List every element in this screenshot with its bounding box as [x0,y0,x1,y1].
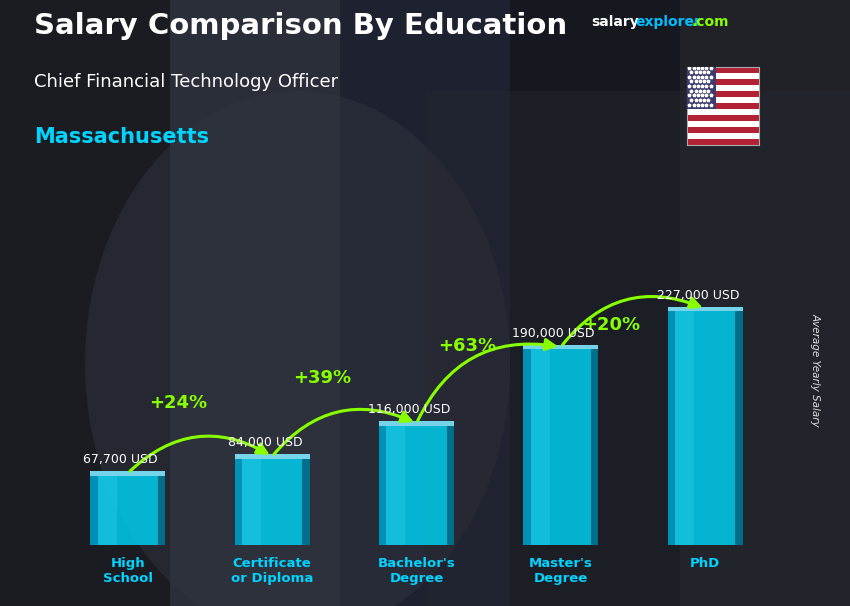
Bar [667,307,743,311]
Bar [242,459,261,545]
Bar [591,349,598,545]
Text: 67,700 USD: 67,700 USD [83,453,158,466]
Bar [530,349,550,545]
Bar [98,476,116,545]
Bar [667,311,743,545]
Text: 116,000 USD: 116,000 USD [368,403,451,416]
Bar [0,0,170,606]
Text: 84,000 USD: 84,000 USD [228,436,303,449]
Bar [90,476,166,545]
Bar [687,121,759,127]
Bar [524,345,598,349]
Bar [687,85,759,91]
Text: Chief Financial Technology Officer: Chief Financial Technology Officer [34,73,338,91]
Bar [687,67,759,73]
Text: Massachusetts: Massachusetts [34,127,209,147]
Bar [687,73,759,79]
Text: salary: salary [591,15,638,29]
Bar [687,133,759,139]
Text: Average Yearly Salary: Average Yearly Salary [810,313,820,427]
Bar [687,127,759,133]
Bar [680,0,850,606]
Text: explorer: explorer [636,15,701,29]
Bar [387,425,405,545]
Bar [170,0,340,606]
Bar [425,91,850,606]
Ellipse shape [85,91,510,606]
Text: +39%: +39% [293,369,352,387]
Text: .com: .com [692,15,729,29]
Bar [524,349,530,545]
Text: 190,000 USD: 190,000 USD [513,327,595,340]
Bar [735,311,743,545]
Bar [524,349,598,545]
Bar [379,425,387,545]
Bar [687,97,759,103]
Bar [303,459,309,545]
Bar [510,0,680,606]
Bar [687,91,759,97]
Bar [235,459,309,545]
Bar [235,454,309,459]
Bar [687,139,759,145]
Bar [446,425,454,545]
Bar [90,476,98,545]
Bar [340,0,510,606]
Bar [90,471,166,476]
Bar [687,109,759,115]
Bar [379,421,454,425]
Bar [158,476,166,545]
Text: Salary Comparison By Education: Salary Comparison By Education [34,12,567,40]
Bar [687,115,759,121]
Bar [235,459,242,545]
Bar [379,425,454,545]
Text: +20%: +20% [582,316,640,334]
Bar [667,311,675,545]
Bar [687,103,759,109]
Text: +24%: +24% [150,394,207,411]
Text: +63%: +63% [438,338,496,356]
Bar [687,67,716,109]
Bar [675,311,694,545]
Text: 227,000 USD: 227,000 USD [657,288,740,302]
Bar [687,79,759,85]
